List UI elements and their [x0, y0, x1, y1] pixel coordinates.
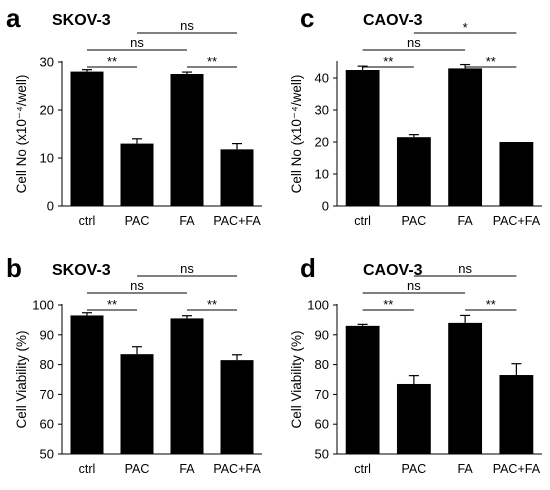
- y-tick-label: 90: [40, 327, 54, 342]
- chart-title: CAOV-3: [363, 262, 423, 279]
- x-tick-label: PAC+FA: [213, 214, 261, 228]
- significance-label: ns: [407, 35, 421, 50]
- bar: [396, 383, 431, 454]
- x-tick-label: ctrl: [79, 462, 96, 476]
- bar: [448, 322, 483, 454]
- bar: [396, 137, 431, 206]
- panel-letter: c: [300, 3, 314, 33]
- y-tick-label: 60: [315, 417, 329, 432]
- bar: [120, 143, 154, 206]
- significance-label: **: [486, 54, 496, 69]
- bar: [220, 360, 254, 454]
- y-tick-label: 30: [40, 55, 54, 70]
- significance-label: **: [486, 297, 496, 312]
- x-tick-label: PAC: [125, 462, 150, 476]
- chart-title: SKOV-3: [52, 12, 111, 29]
- bar: [70, 315, 104, 454]
- chart-panel-c: c CAOV-3 0 10 20 30 40 Cell No (x10⁻⁴/well) ctrl…: [289, 3, 542, 228]
- x-tick-label: ctrl: [354, 214, 371, 228]
- significance-label: ns: [180, 261, 194, 276]
- bar: [170, 318, 204, 454]
- y-tick-label: 40: [315, 71, 329, 86]
- bar: [448, 68, 483, 207]
- x-tick-label: FA: [457, 214, 473, 228]
- significance-label: ns: [458, 261, 472, 276]
- x-tick-label: PAC+FA: [493, 462, 541, 476]
- chart-title: SKOV-3: [52, 262, 111, 279]
- significance-label: ns: [130, 35, 144, 50]
- significance-label: **: [207, 54, 217, 69]
- bar: [345, 325, 380, 454]
- bar: [120, 354, 154, 454]
- x-tick-label: FA: [179, 214, 195, 228]
- y-tick-label: 30: [315, 103, 329, 118]
- x-tick-label: PAC: [125, 214, 150, 228]
- y-tick-label: 0: [47, 199, 54, 214]
- y-tick-label: 70: [40, 387, 54, 402]
- y-tick-label: 70: [315, 387, 329, 402]
- x-tick-label: PAC: [401, 214, 426, 228]
- y-tick-label: 20: [40, 103, 54, 118]
- x-tick-label: FA: [179, 462, 195, 476]
- significance-label: **: [207, 297, 217, 312]
- bar: [220, 149, 254, 206]
- y-axis-label: Cell Viability (%): [289, 330, 304, 428]
- panel-letter: a: [6, 3, 21, 33]
- x-tick-label: PAC: [401, 462, 426, 476]
- y-tick-label: 10: [315, 167, 329, 182]
- y-axis-label: Cell No (x10⁻⁴/well): [14, 75, 29, 194]
- panel-letter: d: [300, 253, 316, 283]
- y-tick-label: 80: [315, 357, 329, 372]
- y-tick-label: 60: [40, 417, 54, 432]
- panel-letter: b: [6, 253, 22, 283]
- y-tick-label: 50: [40, 447, 54, 462]
- significance-label: ns: [407, 278, 421, 293]
- chart-panel-d: d CAOV-3 50 60 70 80 90 100 Cell Viability (%) ct…: [289, 253, 542, 476]
- x-tick-label: ctrl: [354, 462, 371, 476]
- y-tick-label: 80: [40, 357, 54, 372]
- bar: [170, 74, 204, 206]
- y-tick-label: 10: [40, 151, 54, 166]
- y-tick-label: 20: [315, 135, 329, 150]
- y-tick-label: 50: [315, 447, 329, 462]
- y-tick-label: 90: [315, 327, 329, 342]
- y-tick-label: 0: [322, 199, 329, 214]
- significance-label: **: [383, 54, 393, 69]
- chart-panel-a: a SKOV-3 0 10 20 30 Cell No (x10⁻⁴/well) ctrl PA…: [6, 3, 262, 228]
- bar: [499, 142, 534, 206]
- y-tick-label: 100: [32, 298, 54, 313]
- chart-panel-b: b SKOV-3 50 60 70 80 90 100 Cell Viability (%) ct…: [6, 253, 262, 476]
- significance-label: ns: [130, 278, 144, 293]
- significance-label: *: [463, 20, 468, 35]
- x-tick-label: FA: [457, 462, 473, 476]
- significance-label: ns: [180, 18, 194, 33]
- y-axis-label: Cell No (x10⁻⁴/well): [289, 75, 304, 194]
- x-tick-label: PAC+FA: [493, 214, 541, 228]
- chart-title: CAOV-3: [363, 12, 423, 29]
- x-tick-label: PAC+FA: [213, 462, 261, 476]
- y-axis-label: Cell Viability (%): [14, 330, 29, 428]
- bar: [70, 71, 104, 206]
- significance-label: **: [383, 297, 393, 312]
- bar: [499, 375, 534, 454]
- x-tick-label: ctrl: [79, 214, 96, 228]
- significance-label: **: [107, 297, 117, 312]
- bar: [345, 70, 380, 206]
- significance-label: **: [107, 54, 117, 69]
- y-tick-label: 100: [307, 298, 329, 313]
